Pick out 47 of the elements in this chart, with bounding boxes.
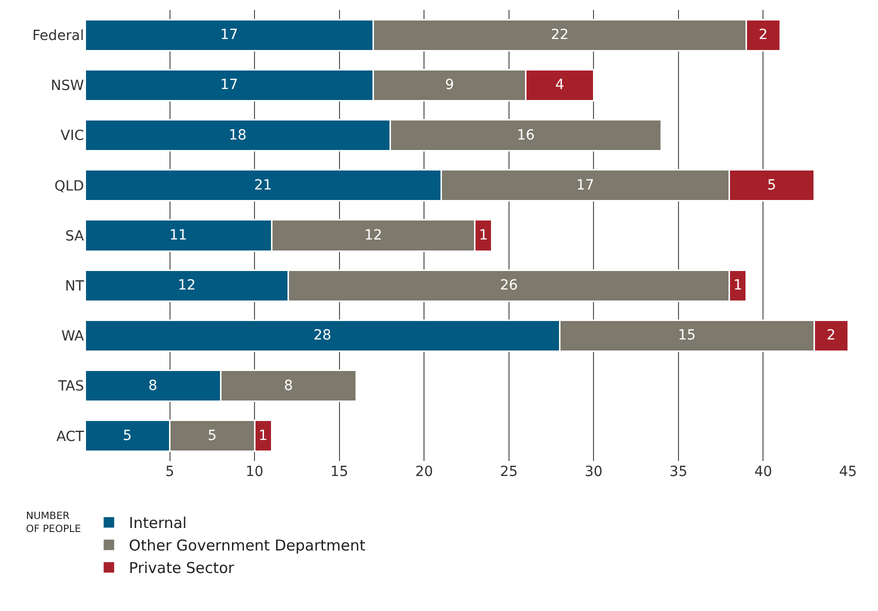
- x-tick-label: 20: [415, 464, 434, 480]
- data-label: 16: [516, 127, 535, 144]
- data-label: 17: [220, 77, 238, 94]
- data-label: 5: [208, 428, 217, 444]
- data-label: 17: [576, 177, 594, 194]
- data-label: 5: [122, 428, 132, 444]
- data-label: 1: [478, 228, 488, 244]
- y-tick-label: Federal: [32, 28, 84, 44]
- data-label: 22: [550, 27, 569, 44]
- x-tick-label: 15: [330, 464, 348, 480]
- legend-label: Private Sector: [128, 559, 236, 578]
- legend-title: NUMBER OF PEOPLE: [26, 511, 81, 536]
- data-label: 28: [313, 328, 332, 344]
- y-tick-label: ACT: [56, 428, 84, 445]
- x-tick-label: 45: [839, 464, 857, 480]
- data-label: 18: [228, 127, 247, 144]
- data-label: 11: [169, 228, 188, 244]
- data-label: 17: [220, 27, 238, 44]
- data-label: 2: [758, 27, 768, 44]
- y-tick-label: WA: [61, 328, 84, 345]
- legend-label: Other Government Department: [128, 536, 366, 555]
- data-label: 12: [364, 228, 382, 244]
- legend-label: Internal: [128, 514, 187, 532]
- data-label: 12: [178, 278, 196, 294]
- x-tick-label: 40: [754, 464, 772, 480]
- data-label: 26: [500, 278, 518, 294]
- y-tick-label: VIC: [60, 128, 84, 144]
- x-tick-label: 5: [165, 464, 174, 480]
- data-label: 21: [254, 177, 272, 194]
- data-label: 2: [826, 328, 836, 344]
- x-tick-label: 35: [670, 464, 688, 480]
- y-tick-label: NT: [64, 278, 84, 295]
- data-label: 8: [148, 378, 158, 394]
- data-label: 1: [258, 428, 268, 444]
- data-label: 15: [678, 328, 696, 344]
- x-tick-label: 10: [246, 464, 264, 480]
- data-label: 5: [767, 177, 776, 194]
- x-tick-label: 30: [584, 464, 603, 480]
- data-label: 4: [555, 77, 564, 94]
- data-label: 8: [284, 378, 293, 394]
- y-tick-label: QLD: [54, 178, 84, 194]
- y-tick-label: SA: [65, 228, 84, 244]
- y-tick-label: TAS: [57, 378, 84, 395]
- data-label: 9: [445, 77, 454, 94]
- data-label: 1: [733, 278, 742, 294]
- y-tick-label: NSW: [50, 78, 84, 94]
- x-tick-label: 25: [500, 464, 518, 480]
